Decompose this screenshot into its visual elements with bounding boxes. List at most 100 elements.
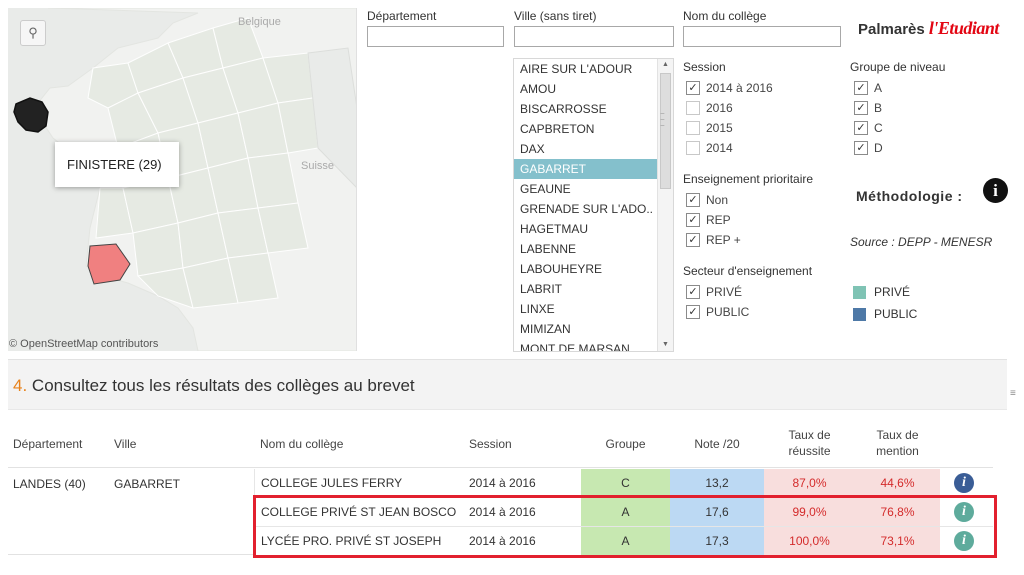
table-row[interactable]: COLLEGE PRIVÉ ST JEAN BOSCO 2014 à 2016 A 1… — [254, 498, 993, 527]
ville-list-item[interactable]: LABOUHEYRE — [520, 262, 603, 276]
map-attribution: © OpenStreetMap contributors — [9, 338, 159, 350]
info-icon[interactable]: i — [983, 178, 1008, 203]
th-note[interactable]: Note /20 — [694, 437, 740, 451]
ville-list-scrollbar[interactable]: ▲ − − − ▼ — [657, 59, 673, 351]
logo-prefix: Palmarès — [858, 21, 925, 38]
session-option[interactable]: 2016 — [686, 100, 733, 116]
legend-swatch-prive — [853, 285, 866, 299]
checkbox-checked-icon[interactable]: ✓ — [854, 81, 868, 95]
table-footer-divider — [8, 554, 254, 555]
ville-list-item[interactable]: BISCARROSSE — [520, 102, 607, 116]
map-label-suisse: Suisse — [301, 160, 335, 172]
legend-swatch-public — [853, 307, 866, 321]
scroll-down-icon[interactable]: ▼ — [662, 341, 669, 348]
th-taux[interactable]: Taux de réussite — [764, 427, 855, 459]
ville-list-item[interactable]: LABENNE — [520, 242, 577, 256]
scroll-thumb[interactable] — [660, 73, 671, 189]
groupe-option[interactable]: ✓ B — [854, 100, 882, 116]
th-departement[interactable]: Département — [13, 437, 83, 451]
secteur-option[interactable]: ✓ PRIVÉ — [686, 284, 742, 300]
ville-list-item[interactable]: LINXE — [520, 302, 555, 316]
checkbox-checked-icon[interactable]: ✓ — [686, 193, 700, 207]
checkbox-checked-icon[interactable]: ✓ — [854, 101, 868, 115]
prioritaire-option[interactable]: ✓ Non — [686, 192, 728, 208]
groupe-option[interactable]: ✓ D — [854, 140, 883, 156]
groupe-option[interactable]: ✓ A — [854, 80, 882, 96]
info-icon[interactable]: i — [954, 473, 974, 493]
secteur-option[interactable]: ✓ PUBLIC — [686, 304, 749, 320]
session-option[interactable]: 2015 — [686, 120, 733, 136]
college-input[interactable] — [683, 26, 841, 47]
prioritaire-option-label: REP — [706, 213, 731, 227]
cell-departement: LANDES (40) — [13, 477, 86, 491]
session-option[interactable]: ✓ 2014 à 2016 — [686, 80, 773, 96]
ville-list-item[interactable]: CAPBRETON — [520, 122, 595, 136]
ville-input[interactable] — [514, 26, 674, 47]
session-option-label: 2014 à 2016 — [706, 81, 773, 95]
section-title-text: Consultez tous les résultats des collège… — [31, 376, 415, 395]
groupe-option[interactable]: ✓ C — [854, 120, 883, 136]
groupe-option-label: C — [874, 121, 883, 135]
th-groupe[interactable]: Groupe — [605, 437, 646, 451]
th-mention-line2: mention — [876, 444, 919, 458]
ville-list[interactable]: AIRE SUR L'ADOUR AMOU BISCARROSSE CAPBRETON… — [513, 58, 674, 352]
session-option-label: 2014 — [706, 141, 733, 155]
checkbox-checked-icon[interactable]: ✓ — [854, 141, 868, 155]
table-row[interactable]: COLLEGE JULES FERRY 2014 à 2016 C 13,2 87,0%… — [254, 469, 993, 498]
map-search-button[interactable]: ⚲ — [20, 20, 46, 46]
session-option[interactable]: 2014 — [686, 140, 733, 156]
th-mention[interactable]: Taux de mention — [855, 427, 940, 459]
map-canvas[interactable] — [8, 8, 357, 351]
cell-note: 17,3 — [670, 527, 764, 555]
checkbox-checked-icon[interactable]: ✓ — [686, 285, 700, 299]
th-ville[interactable]: Ville — [114, 437, 137, 451]
ville-list-item[interactable]: HAGETMAU — [520, 222, 589, 236]
ville-list-item[interactable]: AIRE SUR L'ADOUR — [520, 62, 633, 76]
departement-label: Département — [367, 9, 437, 23]
groupe-title: Groupe de niveau — [850, 60, 946, 74]
checkbox-checked-icon[interactable]: ✓ — [686, 233, 700, 247]
checkbox-unchecked-icon[interactable] — [686, 101, 700, 115]
cell-groupe: A — [581, 527, 670, 555]
info-icon[interactable]: i — [954, 502, 974, 522]
session-option-label: 2015 — [706, 121, 733, 135]
checkbox-unchecked-icon[interactable] — [686, 121, 700, 135]
palmares-logo[interactable]: Palmarès l'Etudiant — [858, 18, 999, 39]
th-session[interactable]: Session — [469, 437, 512, 451]
cell-ville: GABARRET — [114, 477, 181, 491]
departement-input[interactable] — [367, 26, 504, 47]
ville-list-item[interactable]: MONT DE MARSAN — [520, 342, 630, 352]
france-map[interactable]: ⚲ Belgique Suisse FINISTERE (29) © OpenS… — [8, 8, 357, 351]
cell-mention: 73,1% — [855, 527, 940, 555]
cell-info: i — [940, 469, 993, 497]
th-nom[interactable]: Nom du collège — [260, 437, 344, 451]
legend-public: PUBLIC — [853, 307, 917, 321]
grip-icon: − − − — [660, 109, 665, 130]
checkbox-unchecked-icon[interactable] — [686, 141, 700, 155]
ville-list-item[interactable]: LABRIT — [520, 282, 563, 296]
checkbox-checked-icon[interactable]: ✓ — [686, 213, 700, 227]
ville-list-item[interactable]: GEAUNE — [520, 182, 571, 196]
cell-info: i — [940, 498, 993, 526]
info-icon[interactable]: i — [954, 531, 974, 551]
logo-brand: l'Etudiant — [928, 18, 1000, 38]
map-tooltip: FINISTERE (29) — [55, 142, 179, 187]
page-scrollbar[interactable]: ≡ — [1007, 0, 1024, 575]
ville-list-item[interactable]: AMOU — [520, 82, 556, 96]
scroll-up-icon[interactable]: ▲ — [662, 61, 669, 68]
checkbox-checked-icon[interactable]: ✓ — [686, 305, 700, 319]
prioritaire-option[interactable]: ✓ REP + — [686, 232, 741, 248]
cell-note: 17,6 — [670, 498, 764, 526]
th-taux-line1: Taux de — [788, 428, 831, 442]
prioritaire-option[interactable]: ✓ REP — [686, 212, 731, 228]
table-row[interactable]: LYCÉE PRO. PRIVÉ ST JOSEPH 2014 à 2016 A 17… — [254, 527, 993, 556]
cell-session: 2014 à 2016 — [469, 505, 536, 519]
ville-list-item[interactable]: GRENADE SUR L'ADO.. — [520, 202, 653, 216]
table-header-divider — [8, 467, 993, 468]
ville-list-item[interactable]: DAX — [520, 142, 545, 156]
ville-list-item[interactable]: MIMIZAN — [520, 322, 571, 336]
cell-note: 13,2 — [670, 469, 764, 497]
checkbox-checked-icon[interactable]: ✓ — [686, 81, 700, 95]
checkbox-checked-icon[interactable]: ✓ — [854, 121, 868, 135]
ville-list-item[interactable]: GABARRET — [514, 159, 658, 179]
